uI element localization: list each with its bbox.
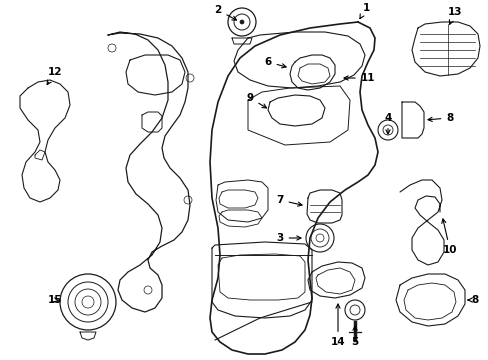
Text: 10: 10 (441, 219, 456, 255)
Text: 6: 6 (264, 57, 285, 68)
Text: 14: 14 (330, 304, 345, 347)
Text: 9: 9 (246, 93, 266, 108)
Text: 13: 13 (447, 7, 461, 24)
Text: 3: 3 (276, 233, 301, 243)
Text: 4: 4 (384, 113, 391, 134)
Text: 5: 5 (351, 326, 358, 347)
Text: 15: 15 (48, 295, 62, 305)
Text: 11: 11 (344, 73, 374, 83)
Text: 8: 8 (467, 295, 478, 305)
Text: 1: 1 (359, 3, 369, 19)
Text: 8: 8 (427, 113, 453, 123)
Text: 12: 12 (47, 67, 62, 85)
Text: 7: 7 (276, 195, 302, 206)
Circle shape (240, 20, 244, 24)
Text: 2: 2 (214, 5, 236, 20)
